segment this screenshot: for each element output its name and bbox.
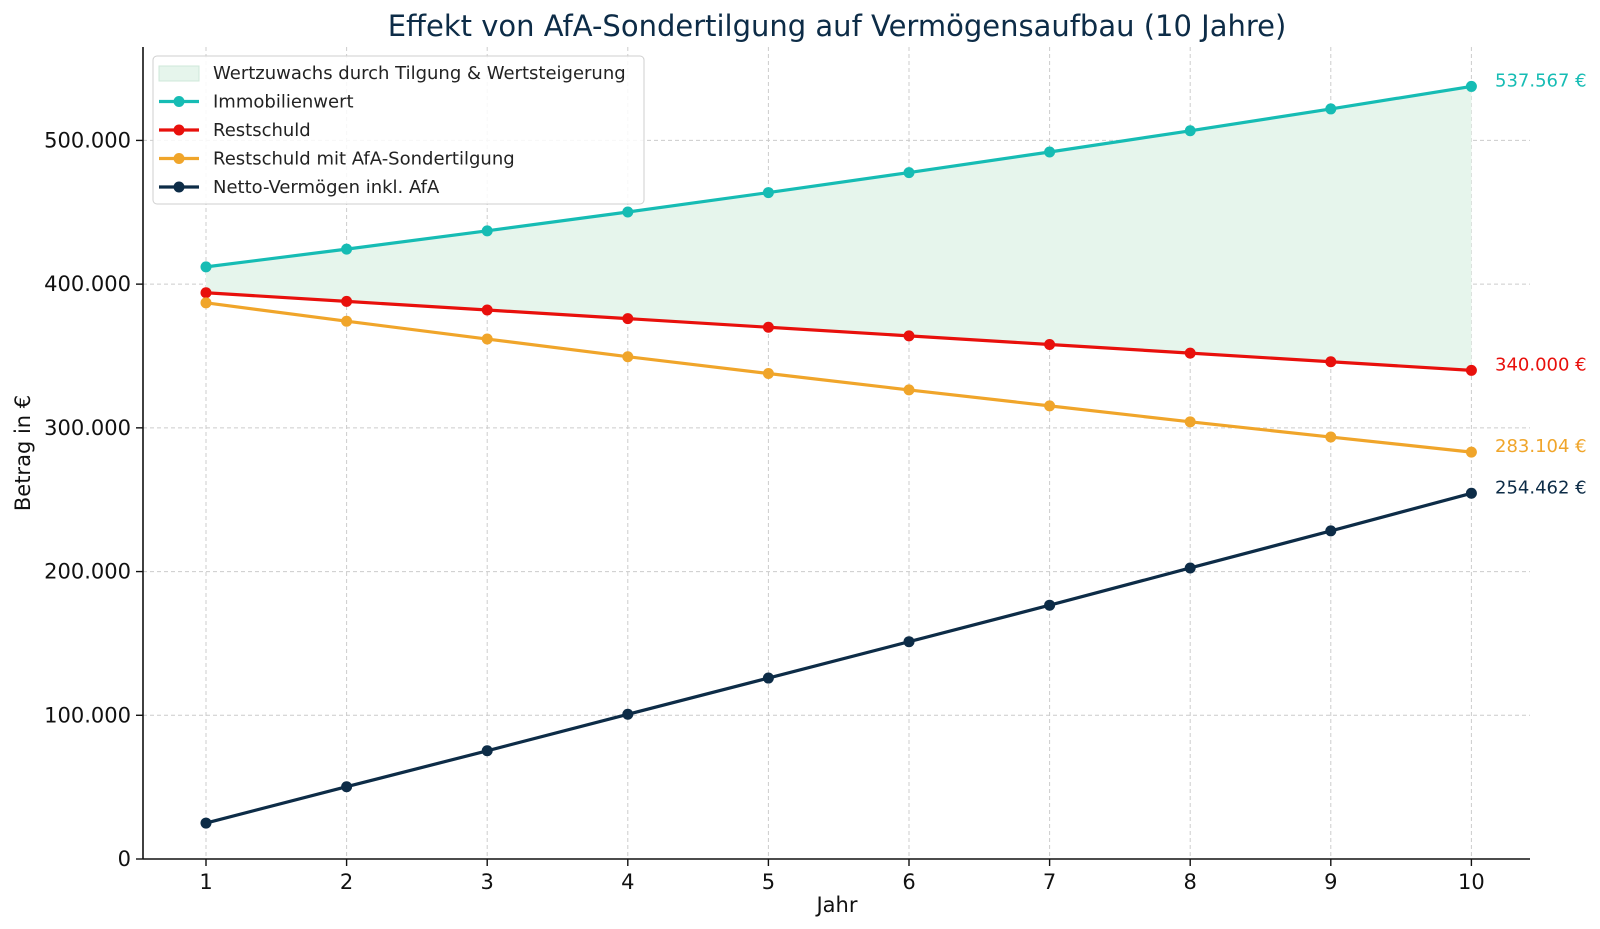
data-point [481, 745, 493, 757]
data-point [622, 313, 634, 325]
data-point [1044, 338, 1056, 350]
legend-swatch-marker [173, 181, 185, 193]
x-tick-label: 10 [1458, 870, 1485, 894]
data-point [1044, 400, 1056, 412]
series-line-3 [205, 301, 1472, 454]
legend-swatch-marker [173, 153, 185, 164]
x-tick-label: 3 [481, 870, 494, 894]
data-point [1465, 446, 1477, 458]
end-label: 283.104 € [1495, 436, 1587, 457]
data-point [1465, 364, 1477, 376]
legend-label: Netto-Vermögen inkl. AfA [213, 177, 440, 198]
data-point [481, 304, 493, 316]
data-point [200, 261, 212, 273]
fill-area-layer [206, 86, 1472, 371]
data-point [1465, 80, 1477, 92]
x-tick-label: 6 [902, 870, 915, 894]
data-point [1465, 487, 1477, 499]
legend-label: Restschuld [213, 120, 311, 141]
end-label: 254.462 € [1495, 477, 1587, 498]
y-axis-label: Betrag in € [11, 395, 35, 511]
ticks-layer: 1 2 3 4 5 6 7 8 9 10 0 100.000 200.000 300.000 400.000… [44, 128, 1485, 894]
x-tick-label: 7 [1043, 870, 1056, 894]
data-point [1044, 599, 1056, 611]
data-point [481, 225, 493, 237]
data-point [903, 636, 915, 648]
x-tick-label: 9 [1324, 870, 1337, 894]
data-point [622, 351, 634, 363]
legend-label: Wertzuwachs durch Tilgung & Wertsteigeru… [213, 63, 626, 84]
x-tick-label: 1 [199, 870, 212, 894]
legend-swatch-marker [173, 124, 185, 136]
data-point [1044, 146, 1056, 158]
data-point [200, 287, 212, 299]
data-point [1325, 103, 1337, 115]
data-point [1184, 562, 1196, 574]
x-tick-label: 8 [1184, 870, 1197, 894]
series-layer [200, 80, 1477, 829]
x-axis-label: Jahr [814, 893, 857, 917]
data-point [903, 330, 915, 342]
y-tick-label: 400.000 [44, 272, 131, 296]
fill-area-wertzuwachs [206, 86, 1472, 371]
data-point [341, 315, 353, 327]
data-point [1184, 416, 1196, 428]
x-tick-label: 4 [621, 870, 634, 894]
legend-swatch-marker [173, 96, 185, 107]
data-point [341, 243, 353, 255]
data-point [1325, 356, 1337, 368]
data-point [341, 295, 353, 307]
data-point [622, 206, 634, 218]
legend-frame [152, 55, 645, 205]
series-line-2 [205, 291, 1472, 372]
data-point [200, 297, 212, 309]
data-point [481, 333, 493, 345]
y-tick-label: 100.000 [44, 703, 131, 727]
data-point [762, 368, 774, 380]
x-tick-label: 5 [762, 870, 775, 894]
legend-label: Immobilienwert [213, 92, 354, 113]
y-tick-label: 500.000 [44, 128, 131, 152]
series-line-4 [205, 491, 1472, 825]
y-tick-label: 300.000 [44, 416, 131, 440]
data-point [762, 187, 774, 199]
series-line-1 [205, 84, 1472, 269]
axes [142, 47, 1530, 860]
data-point [1325, 431, 1337, 443]
data-point [1325, 525, 1337, 537]
end-label: 340.000 € [1495, 354, 1587, 375]
data-point [1184, 125, 1196, 137]
legend: Wertzuwachs durch Tilgung & Wertsteigeru… [152, 55, 645, 205]
end-label: 537.567 € [1495, 70, 1587, 91]
y-tick-label: 0 [118, 847, 131, 871]
data-point [903, 167, 915, 179]
data-point [622, 708, 634, 720]
data-point [903, 384, 915, 396]
legend-swatch-fill [158, 65, 200, 82]
data-point [762, 321, 774, 333]
legend-label: Restschuld mit AfA-Sondertilgung [213, 149, 515, 170]
data-point [200, 817, 212, 829]
chart-title: Effekt von AfA-Sondertilgung auf Vermöge… [388, 9, 1287, 43]
data-point [1184, 347, 1196, 359]
data-point [341, 781, 353, 793]
x-tick-label: 2 [340, 870, 353, 894]
y-tick-label: 200.000 [44, 560, 131, 584]
data-point [762, 672, 774, 684]
end-labels-layer: 537.567 € 340.000 € 283.104 € 254.462 € [1495, 70, 1587, 498]
